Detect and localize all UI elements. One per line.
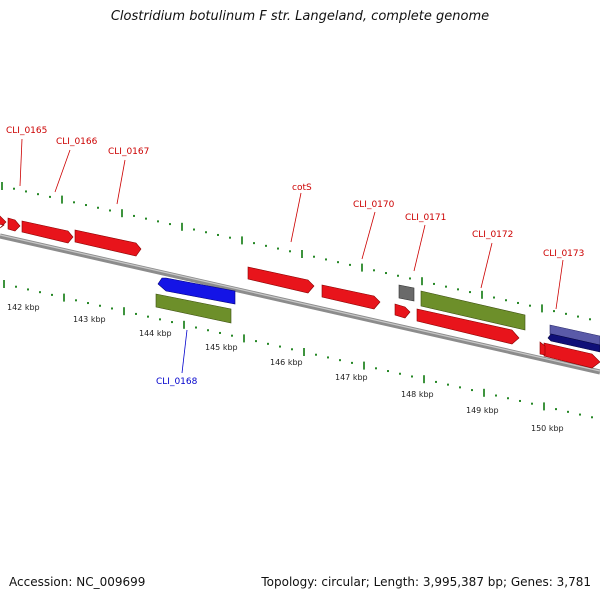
rna-feature-cli-0172 (420, 290, 526, 331)
gene-label-cli-0166: CLI_0166 (56, 137, 98, 147)
gene-arrow-cli-0164 (0, 215, 7, 229)
gene-label-cli-0173: CLI_0173 (543, 249, 584, 259)
gene-label-cots: cotS (292, 183, 312, 193)
map-title: Clostridium botulinum F str. Langeland, … (110, 9, 490, 24)
scale-label-147: 147 kbp (335, 373, 368, 382)
gene-arrow-cli-0166 (21, 220, 74, 244)
scale-label-148: 148 kbp (401, 390, 434, 399)
gene-label-cli-0170: CLI_0170 (353, 200, 395, 210)
lower-tick-track (3, 280, 593, 419)
scale-label-150: 150 kbp (531, 424, 564, 433)
reverse-label-line (181, 329, 188, 374)
upper-tick-track (1, 182, 591, 321)
gene-arrow-cli-0167 (74, 229, 142, 257)
gene-arrow-cli-0171b (394, 303, 411, 319)
gene-arrow-cli-0172 (416, 308, 520, 345)
accession-text: Accession: NC_009699 (9, 575, 146, 589)
scale-label-149: 149 kbp (466, 406, 499, 415)
gene-label-cli-0165: CLI_0165 (6, 126, 47, 136)
genome-backbone-highlight (0, 234, 600, 372)
gene-arrow-cli-0168 (157, 277, 236, 305)
scale-label-142: 142 kbp (7, 303, 40, 312)
scale-label-143: 143 kbp (73, 315, 106, 324)
scale-label-144: 144 kbp (139, 329, 172, 338)
gene-label-cli-0168: CLI_0168 (156, 377, 198, 387)
scale-label-146: 146 kbp (270, 358, 303, 367)
gene-arrow-reverse-dark (547, 333, 600, 353)
genome-backbone (0, 233, 600, 375)
forward-label-lines (19, 138, 564, 310)
gene-box-cli-0171 (398, 284, 415, 302)
gene-arrow-cots (247, 266, 315, 294)
gene-arrow-cli-0165 (7, 217, 21, 232)
gene-arrow-cli-0170 (321, 284, 381, 310)
reverse-feature-light (549, 324, 600, 346)
gene-label-cli-0171: CLI_0171 (405, 213, 446, 223)
gene-label-cli-0167: CLI_0167 (108, 147, 149, 157)
gene-arrow-fragment (539, 341, 546, 356)
scale-label-145: 145 kbp (205, 343, 238, 352)
gene-label-cli-0172: CLI_0172 (472, 230, 513, 240)
genome-stats-text: Topology: circular; Length: 3,995,387 bp… (261, 575, 591, 589)
rna-feature-cli-0168 (155, 293, 232, 324)
